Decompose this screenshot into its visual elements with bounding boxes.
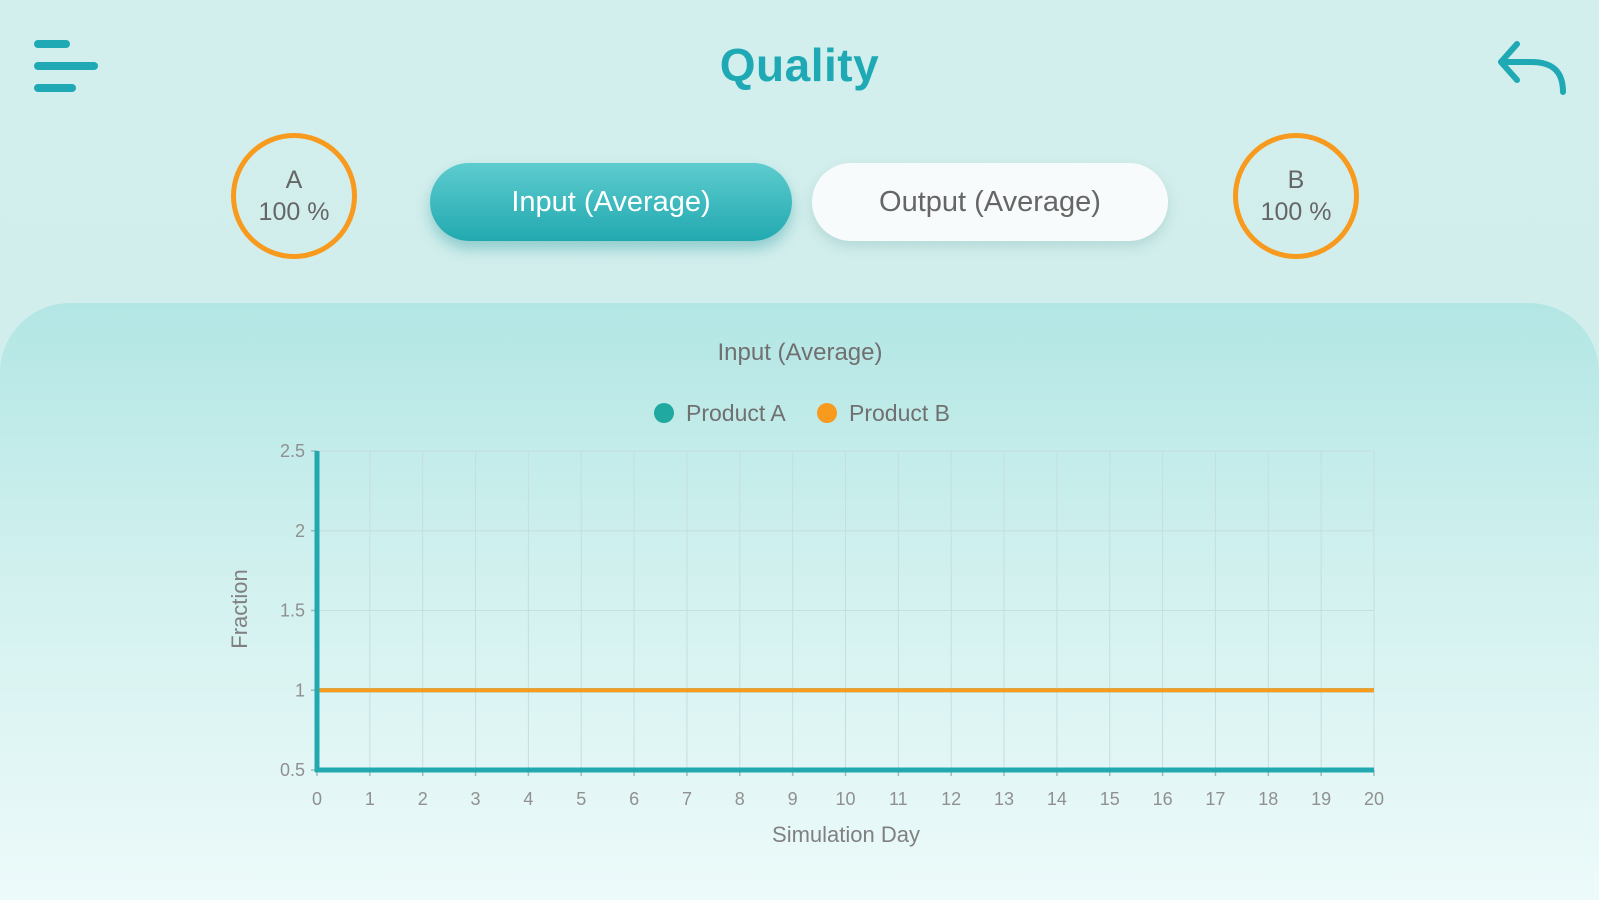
chart-legend: Product A Product B: [654, 400, 950, 426]
y-tick-label: 0.5: [280, 760, 305, 780]
menu-bar: [34, 62, 98, 70]
product-a-quality-badge: A 100 %: [231, 133, 357, 259]
chart-axes: [314, 451, 1374, 773]
back-arrow-icon[interactable]: [1495, 34, 1569, 100]
page-title: Quality: [719, 39, 880, 91]
x-tick-label: 4: [523, 789, 533, 809]
back-arrow-svg: [1498, 41, 1566, 95]
header: Quality: [0, 0, 1599, 130]
chart-panel: [0, 303, 1599, 900]
legend-marker: [654, 403, 674, 423]
x-axis-ticks: 0 1 2 3 4 5 6 7 8 9 10 11 12 13 14 15 16 17 18 19 20: [312, 770, 1384, 809]
menu-icon[interactable]: [30, 38, 102, 98]
y-tick-label: 2.5: [280, 441, 305, 461]
tab-input-average[interactable]: Input (Average): [430, 163, 792, 241]
x-tick-label: 1: [365, 789, 375, 809]
chart-grid: [316, 450, 1375, 771]
x-tick-label: 5: [576, 789, 586, 809]
tab-output-average[interactable]: Output (Average): [812, 163, 1168, 241]
badge-a-value: 100 %: [258, 198, 330, 226]
y-tick-label: 2: [295, 521, 305, 541]
menu-bar: [34, 40, 70, 48]
x-tick-label: 18: [1258, 789, 1278, 809]
x-tick-label: 9: [788, 789, 798, 809]
y-tick-label: 1: [295, 680, 305, 700]
x-tick-label: 13: [994, 789, 1014, 809]
legend-marker: [817, 403, 837, 423]
x-tick-label: 11: [889, 789, 908, 809]
legend-label: Product A: [686, 400, 786, 426]
menu-bar: [34, 84, 76, 92]
y-axis-ticks: 0.5 1 1.5 2 2.5: [280, 441, 317, 780]
legend-label: Product B: [849, 400, 950, 426]
x-axis-label: Simulation Day: [772, 822, 920, 847]
badge-a-label: A: [285, 166, 303, 194]
chart-title: Input (Average): [718, 339, 883, 366]
badge-b-label: B: [1287, 166, 1305, 194]
x-tick-label: 10: [835, 789, 855, 809]
x-tick-label: 8: [735, 789, 745, 809]
x-tick-label: 7: [682, 789, 692, 809]
x-tick-label: 15: [1100, 789, 1120, 809]
x-tick-label: 20: [1364, 789, 1384, 809]
x-tick-label: 17: [1205, 789, 1225, 809]
quality-line-chart: Input (Average) Product A Product B 0.511…: [227, 339, 1384, 847]
product-b-quality-badge: B 100 %: [1233, 133, 1359, 259]
x-tick-label: 0: [312, 789, 322, 809]
x-tick-label: 6: [629, 789, 639, 809]
x-tick-label: 14: [1047, 789, 1067, 809]
x-tick-label: 2: [418, 789, 428, 809]
x-tick-label: 3: [471, 789, 481, 809]
x-tick-label: 16: [1153, 789, 1173, 809]
y-axis-label: Fraction: [227, 569, 252, 648]
x-tick-label: 19: [1311, 789, 1331, 809]
x-tick-label: 12: [941, 789, 961, 809]
badge-b-value: 100 %: [1260, 198, 1332, 226]
y-tick-label: 1.5: [280, 601, 305, 621]
